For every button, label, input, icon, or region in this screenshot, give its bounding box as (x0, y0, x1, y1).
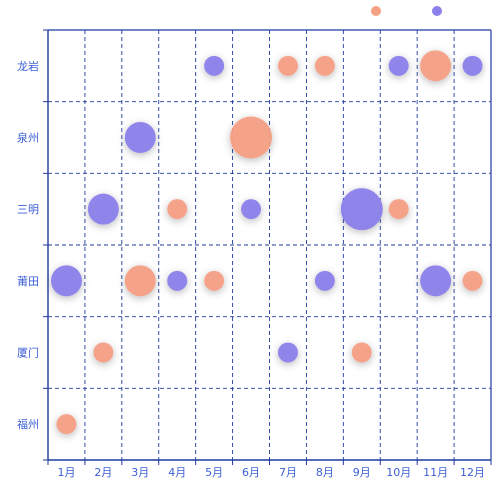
x-tick-label: 3月 (131, 466, 149, 479)
bubble-series-1-12月-莆田[interactable] (462, 270, 483, 291)
bubble-series-1-2月-厦门[interactable] (93, 342, 114, 363)
bubble-series-1-1月-福州[interactable] (56, 414, 77, 435)
bubble-series-2-5月-龙岩[interactable] (204, 55, 225, 76)
legend[interactable] (371, 6, 442, 16)
bubble-series-2-1月-莆田[interactable] (50, 265, 82, 297)
x-tick-label: 5月 (205, 466, 223, 479)
grid-layer (48, 29, 492, 460)
x-tick-label: 1月 (57, 466, 75, 479)
x-tick-label: 9月 (353, 466, 371, 479)
legend-item-1[interactable] (371, 6, 381, 16)
bubble-series-2-9月-三明[interactable] (340, 188, 383, 231)
bubble-series-1-6月-泉州[interactable] (230, 116, 273, 159)
legend-item-2[interactable] (432, 6, 442, 16)
legend-marker[interactable] (432, 6, 442, 16)
x-tick-label: 10月 (386, 466, 411, 479)
bubble-series-1-8月-龙岩[interactable] (314, 55, 335, 76)
bubble-series-2-3月-泉州[interactable] (124, 122, 156, 153)
axis-layer: 1月 2月 3月 4月 5月 6月 7月 8月 9月 10月 11月 12月 福州 厦门 莆田 三明 泉州 龙岩 (17, 29, 492, 479)
bubble-series-1-10月-三明[interactable] (388, 199, 409, 220)
bubble-series-2-4月-莆田[interactable] (167, 270, 188, 291)
bubble-series-2-8月-莆田[interactable] (314, 270, 335, 291)
bubble-series-2-6月-三明[interactable] (241, 199, 262, 220)
bubble-series-1-5月-莆田[interactable] (204, 270, 225, 291)
bubble-series-2-10月-龙岩[interactable] (388, 55, 409, 76)
y-tick-label: 福州 (17, 417, 39, 431)
y-tick-label: 泉州 (17, 131, 39, 145)
bubble-series-1-4月-三明[interactable] (167, 199, 188, 220)
bubble-series-2-12月-龙岩[interactable] (462, 55, 483, 76)
y-tick-label: 龙岩 (17, 59, 39, 73)
bubble-layer (50, 50, 483, 435)
x-tick-label: 2月 (94, 466, 112, 479)
y-tick-label: 厦门 (17, 346, 39, 360)
y-tick-label: 三明 (17, 203, 39, 216)
y-tick-label: 莆田 (17, 275, 39, 288)
bubble-series-2-11月-莆田[interactable] (420, 265, 452, 297)
bubble-series-1-3月-莆田[interactable] (124, 265, 156, 297)
x-tick-label: 7月 (279, 466, 297, 479)
x-tick-label: 8月 (316, 466, 334, 479)
x-tick-label: 11月 (423, 466, 448, 479)
legend-marker[interactable] (371, 6, 381, 16)
bubble-series-2-2月-三明[interactable] (87, 193, 119, 225)
x-tick-label: 4月 (168, 466, 186, 479)
bubble-series-2-7月-厦门[interactable] (277, 342, 298, 363)
bubble-series-1-11月-龙岩[interactable] (420, 50, 452, 82)
bubble-series-1-9月-厦门[interactable] (351, 342, 372, 363)
x-tick-label: 6月 (242, 466, 260, 479)
x-tick-label: 12月 (460, 466, 485, 479)
bubble-series-1-7月-龙岩[interactable] (277, 55, 298, 76)
